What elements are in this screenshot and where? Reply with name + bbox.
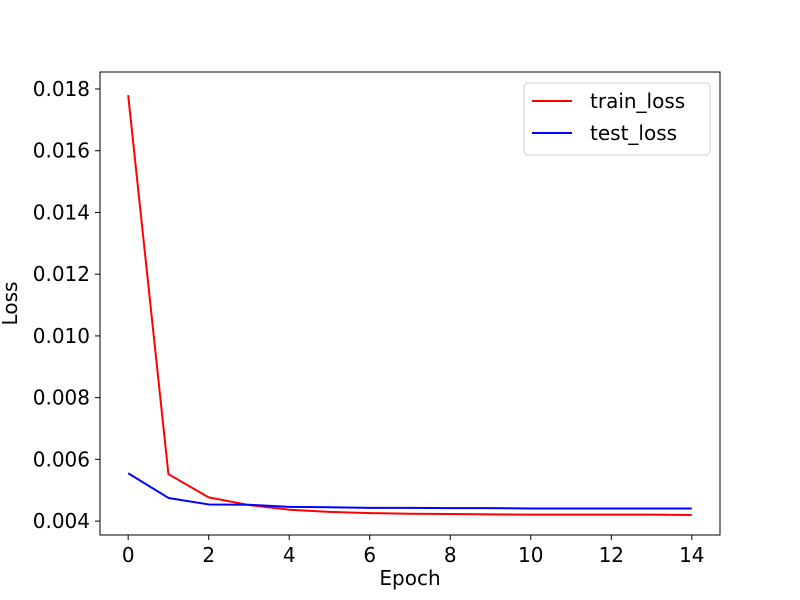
y-axis-label: Loss bbox=[0, 282, 22, 326]
x-tick-label: 4 bbox=[283, 543, 296, 567]
x-axis-label: Epoch bbox=[379, 566, 440, 590]
y-axis: 0.004 0.006 0.008 0.010 0.012 0.014 0.016 0.018 bbox=[33, 77, 100, 533]
series-line-train-loss bbox=[127, 95, 692, 516]
x-tick-label: 0 bbox=[122, 543, 135, 567]
x-axis: 0 2 4 6 8 10 12 14 bbox=[122, 535, 705, 567]
legend-label: test_loss bbox=[590, 121, 677, 145]
y-tick-label: 0.016 bbox=[33, 139, 90, 163]
y-tick-label: 0.006 bbox=[33, 447, 90, 471]
series-line-test-loss bbox=[127, 472, 692, 510]
y-tick-label: 0.004 bbox=[33, 509, 90, 533]
y-tick-label: 0.010 bbox=[33, 324, 90, 348]
y-tick-label: 0.014 bbox=[33, 200, 90, 224]
y-tick-label: 0.018 bbox=[33, 77, 90, 101]
x-tick-label: 12 bbox=[599, 543, 624, 567]
y-tick-label: 0.008 bbox=[33, 386, 90, 410]
x-tick-label: 10 bbox=[518, 543, 543, 567]
legend: train_loss test_loss bbox=[523, 82, 711, 156]
x-tick-label: 8 bbox=[444, 543, 457, 567]
x-tick-label: 6 bbox=[363, 543, 376, 567]
plot-area bbox=[127, 95, 692, 516]
y-tick-label: 0.012 bbox=[33, 262, 90, 286]
plot-frame bbox=[99, 71, 721, 536]
x-tick-label: 14 bbox=[679, 543, 704, 567]
x-tick-label: 2 bbox=[202, 543, 215, 567]
legend-label: train_loss bbox=[590, 89, 685, 113]
